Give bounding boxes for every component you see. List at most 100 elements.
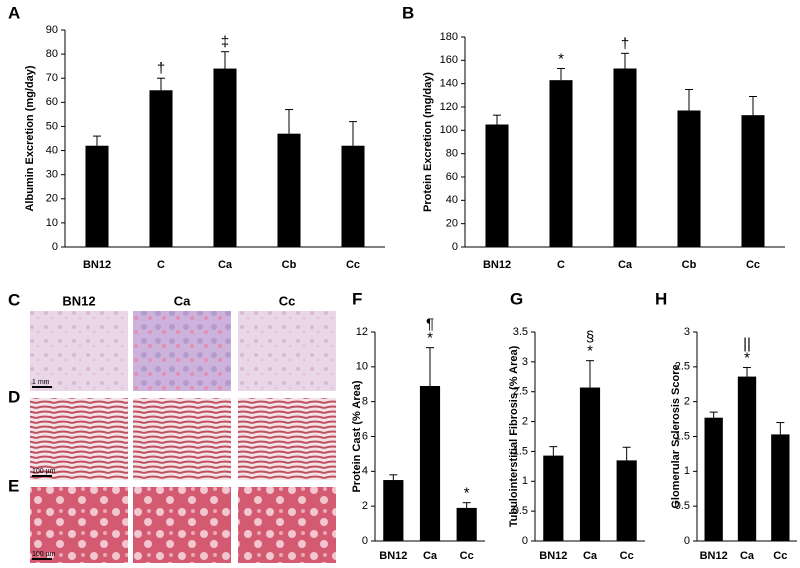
y-tick-label: 8: [362, 396, 368, 408]
bar: [419, 385, 441, 541]
bar: [213, 68, 237, 247]
y-axis-label: Tubulointerstitial Fibrosis (% Area): [508, 345, 520, 527]
bar: [85, 145, 109, 247]
x-tick-label: Cc: [620, 550, 634, 562]
x-tick-label: BN12: [379, 550, 407, 562]
bar: [771, 434, 790, 541]
histology-image: [238, 311, 336, 391]
y-tick-label: 80: [46, 48, 58, 60]
histology-image: [133, 398, 231, 480]
y-tick-label: 2.5: [675, 361, 690, 373]
panel-letter: E: [8, 476, 19, 495]
significance-mark: ¶: [426, 316, 434, 333]
histology-image: [30, 311, 128, 391]
bar: [149, 90, 173, 248]
x-tick-label: Ca: [618, 259, 633, 271]
histology-image: [238, 487, 336, 563]
panel-letter: B: [402, 3, 414, 22]
x-tick-label: C: [557, 259, 565, 271]
x-tick-label: Ca: [583, 550, 598, 562]
significance-mark: *: [744, 349, 750, 366]
bar: [549, 80, 573, 248]
y-tick-label: 40: [446, 194, 458, 206]
y-axis-label: Protein Excretion (mg/day): [422, 72, 434, 212]
significance-mark: *: [427, 330, 433, 347]
significance-mark: ||: [743, 335, 751, 352]
y-tick-label: 1.5: [675, 430, 690, 442]
y-tick-label: 1.5: [513, 445, 528, 457]
bar: [704, 417, 723, 541]
y-tick-label: 1: [684, 465, 690, 477]
significance-mark: †: [621, 35, 629, 52]
x-tick-label: BN12: [483, 259, 511, 271]
y-tick-label: 100: [440, 124, 458, 136]
y-tick-label: 3: [522, 356, 528, 368]
y-axis-label: Protein Cast (% Area): [351, 380, 363, 492]
panel-letter: A: [8, 3, 20, 22]
significance-mark: *: [587, 343, 593, 360]
x-tick-label: BN12: [700, 550, 728, 562]
y-tick-label: 6: [362, 430, 368, 442]
y-tick-label: 20: [446, 218, 458, 230]
panel-letter: F: [352, 289, 362, 308]
y-tick-label: 2.5: [513, 386, 528, 398]
x-tick-label: Cc: [346, 259, 360, 271]
x-tick-label: C: [157, 259, 165, 271]
y-tick-label: 3.5: [513, 326, 528, 338]
bar: [277, 133, 301, 247]
x-tick-label: Ca: [218, 259, 233, 271]
bar: [543, 455, 564, 541]
y-tick-label: 0.5: [675, 500, 690, 512]
x-tick-label: Ca: [423, 550, 438, 562]
scale-bar-label: 1 mm: [32, 379, 50, 386]
significance-mark: *: [558, 50, 564, 67]
panel-letter: D: [8, 387, 20, 406]
bar: [677, 110, 701, 247]
x-tick-label: Ca: [740, 550, 755, 562]
y-tick-label: 1: [522, 475, 528, 487]
histology-image: [133, 311, 231, 391]
y-tick-label: 0.5: [513, 505, 528, 517]
y-tick-label: 10: [46, 217, 58, 229]
bar: [383, 480, 404, 541]
y-tick-label: 90: [46, 24, 58, 36]
significance-mark: †: [157, 60, 165, 77]
panel-letter: G: [510, 289, 523, 308]
y-tick-label: 0: [52, 241, 58, 253]
histology-image: [30, 398, 128, 480]
panel-letter: C: [8, 290, 20, 309]
y-tick-label: 50: [46, 120, 58, 132]
column-label: BN12: [62, 293, 95, 308]
y-axis-label: Glomerular Sclerosis Score: [670, 364, 682, 508]
y-tick-label: 3: [684, 326, 690, 338]
significance-mark: *: [464, 485, 470, 502]
x-tick-label: Cc: [460, 550, 474, 562]
y-tick-label: 80: [446, 148, 458, 160]
column-label: Ca: [174, 293, 191, 308]
x-tick-label: Cb: [282, 259, 297, 271]
y-tick-label: 0: [452, 241, 458, 253]
bar: [456, 507, 477, 541]
column-label: Cc: [279, 293, 296, 308]
y-tick-label: 20: [46, 193, 58, 205]
y-tick-label: 40: [46, 144, 58, 156]
y-tick-label: 4: [362, 465, 368, 477]
y-tick-label: 0: [684, 535, 690, 547]
bar: [579, 387, 601, 541]
scale-bar-label: 100 µm: [32, 468, 56, 475]
histology-image: [238, 398, 336, 480]
y-tick-label: 60: [46, 96, 58, 108]
x-tick-label: Cc: [773, 550, 787, 562]
y-tick-label: 12: [356, 326, 368, 338]
y-tick-label: 160: [440, 54, 458, 66]
y-tick-label: 0: [362, 535, 368, 547]
x-tick-label: BN12: [83, 259, 111, 271]
y-tick-label: 60: [446, 171, 458, 183]
significance-mark: ‡: [221, 34, 229, 51]
significance-mark: §: [586, 329, 594, 346]
bar: [737, 376, 757, 541]
scale-bar-label: 100 µm: [32, 551, 56, 558]
bar: [741, 115, 765, 248]
y-tick-label: 180: [440, 31, 458, 43]
bar: [485, 124, 509, 247]
